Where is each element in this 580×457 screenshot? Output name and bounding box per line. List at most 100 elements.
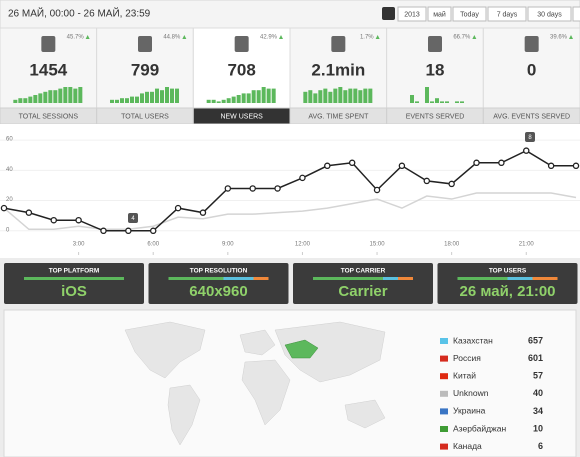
top-box-title: TOP RESOLUTION bbox=[190, 268, 248, 275]
tile-icon bbox=[524, 36, 539, 52]
asia bbox=[274, 321, 386, 383]
spark-bar bbox=[460, 101, 464, 103]
top-box-title: TOP CARRIER bbox=[341, 268, 386, 275]
x-tick-label: 18:00 bbox=[444, 242, 460, 248]
tile-label: NEW USERS bbox=[220, 113, 263, 120]
range-button[interactable] bbox=[452, 6, 487, 22]
annotation-badge bbox=[525, 132, 535, 142]
series-point bbox=[324, 162, 331, 170]
spark-bar bbox=[435, 98, 439, 103]
country-name: Азербайджан bbox=[453, 423, 506, 433]
spark-bar bbox=[110, 99, 114, 103]
range-button-label: 2013 bbox=[404, 11, 420, 18]
top-box-bar bbox=[223, 277, 254, 280]
country-value: 657 bbox=[528, 335, 543, 345]
date-range: 26 МАЙ, 00:00 - 26 МАЙ, 23:59 bbox=[8, 7, 151, 20]
stat-value: 799 bbox=[131, 60, 159, 79]
top-box-value: 26 май, 21:00 bbox=[459, 283, 555, 300]
tile-icon bbox=[331, 36, 346, 52]
series-point bbox=[174, 204, 182, 212]
top-box-value: 640x960 bbox=[189, 283, 247, 300]
north-america bbox=[124, 321, 206, 379]
series-point bbox=[149, 227, 157, 235]
top-box bbox=[4, 263, 144, 304]
stat-value: 1454 bbox=[29, 60, 67, 79]
spark-bar bbox=[363, 88, 368, 103]
range-button[interactable] bbox=[487, 6, 527, 22]
spark-bar bbox=[271, 88, 276, 103]
chart-area bbox=[0, 124, 580, 258]
series-point bbox=[547, 162, 555, 170]
spark-bar bbox=[175, 88, 179, 103]
top-box-bar bbox=[24, 277, 124, 280]
stat-value: 2.1min bbox=[311, 60, 365, 79]
tile-icon bbox=[41, 36, 56, 52]
spark-bar bbox=[313, 93, 318, 103]
y-tick-label: 40 bbox=[6, 167, 13, 173]
tile-label: TOTAL USERS bbox=[121, 113, 169, 120]
spark-bar bbox=[318, 90, 323, 103]
country-name: Украина bbox=[453, 406, 486, 416]
spark-bar bbox=[145, 91, 149, 103]
range-button[interactable] bbox=[427, 6, 452, 22]
change-arrow bbox=[472, 35, 477, 39]
annotation-badge bbox=[128, 213, 138, 223]
series-point bbox=[523, 147, 530, 154]
australia bbox=[344, 399, 386, 429]
spark-bar bbox=[308, 90, 313, 103]
spark-bar bbox=[328, 91, 333, 103]
calendar-button[interactable] bbox=[382, 7, 395, 20]
country-name: Россия bbox=[453, 353, 481, 363]
x-tick-label: 6:00 bbox=[147, 242, 159, 248]
stat-value: 708 bbox=[227, 60, 255, 79]
europe bbox=[239, 329, 276, 356]
spark-bar bbox=[23, 98, 28, 103]
y-tick-label: 20 bbox=[6, 197, 13, 203]
x-tick-label: 21:00 bbox=[519, 242, 535, 248]
spark-bar bbox=[43, 91, 48, 103]
top-box-title: TOP PLATFORM bbox=[49, 268, 100, 275]
tile-icon bbox=[428, 36, 442, 52]
top-box-bar bbox=[398, 277, 413, 280]
spark-bar bbox=[28, 96, 33, 103]
spark-bar bbox=[78, 87, 83, 103]
series-point bbox=[25, 209, 33, 216]
country-value: 10 bbox=[533, 423, 543, 433]
spark-bar bbox=[338, 87, 343, 103]
spark-bar bbox=[231, 96, 236, 103]
kazakhstan bbox=[284, 339, 319, 359]
series-point bbox=[75, 216, 82, 224]
spark-bar bbox=[33, 95, 38, 103]
country-flag bbox=[440, 408, 448, 415]
range-button[interactable] bbox=[572, 6, 580, 22]
spark-bar bbox=[333, 88, 338, 103]
spark-bar bbox=[236, 95, 241, 103]
spark-bar bbox=[241, 93, 246, 103]
spark-bar bbox=[150, 91, 154, 103]
spark-bar bbox=[211, 99, 216, 103]
range-button[interactable] bbox=[397, 6, 427, 22]
spark-bar bbox=[135, 96, 139, 103]
x-tick-label: 3:00 bbox=[73, 242, 85, 248]
tile-label: EVENTS SERVED bbox=[406, 113, 465, 120]
country-name: Китай bbox=[453, 370, 476, 380]
series-point bbox=[199, 209, 207, 216]
range-button[interactable] bbox=[527, 6, 572, 22]
spark-bar bbox=[303, 91, 308, 103]
spark-bar bbox=[410, 95, 414, 103]
spark-bar bbox=[58, 88, 63, 103]
top-box-bar bbox=[532, 277, 558, 280]
change-percent: 66.7% bbox=[453, 35, 471, 41]
spark-bar bbox=[353, 88, 358, 103]
spark-bar bbox=[455, 101, 459, 103]
spark-bar bbox=[53, 90, 58, 103]
spark-bar bbox=[226, 98, 231, 103]
spark-bar bbox=[155, 88, 159, 103]
spark-bar bbox=[261, 87, 266, 103]
change-arrow bbox=[85, 35, 90, 39]
series-point bbox=[125, 227, 132, 235]
spark-bar bbox=[120, 98, 124, 103]
spark-bar bbox=[368, 88, 373, 103]
spark-bar bbox=[18, 98, 23, 103]
